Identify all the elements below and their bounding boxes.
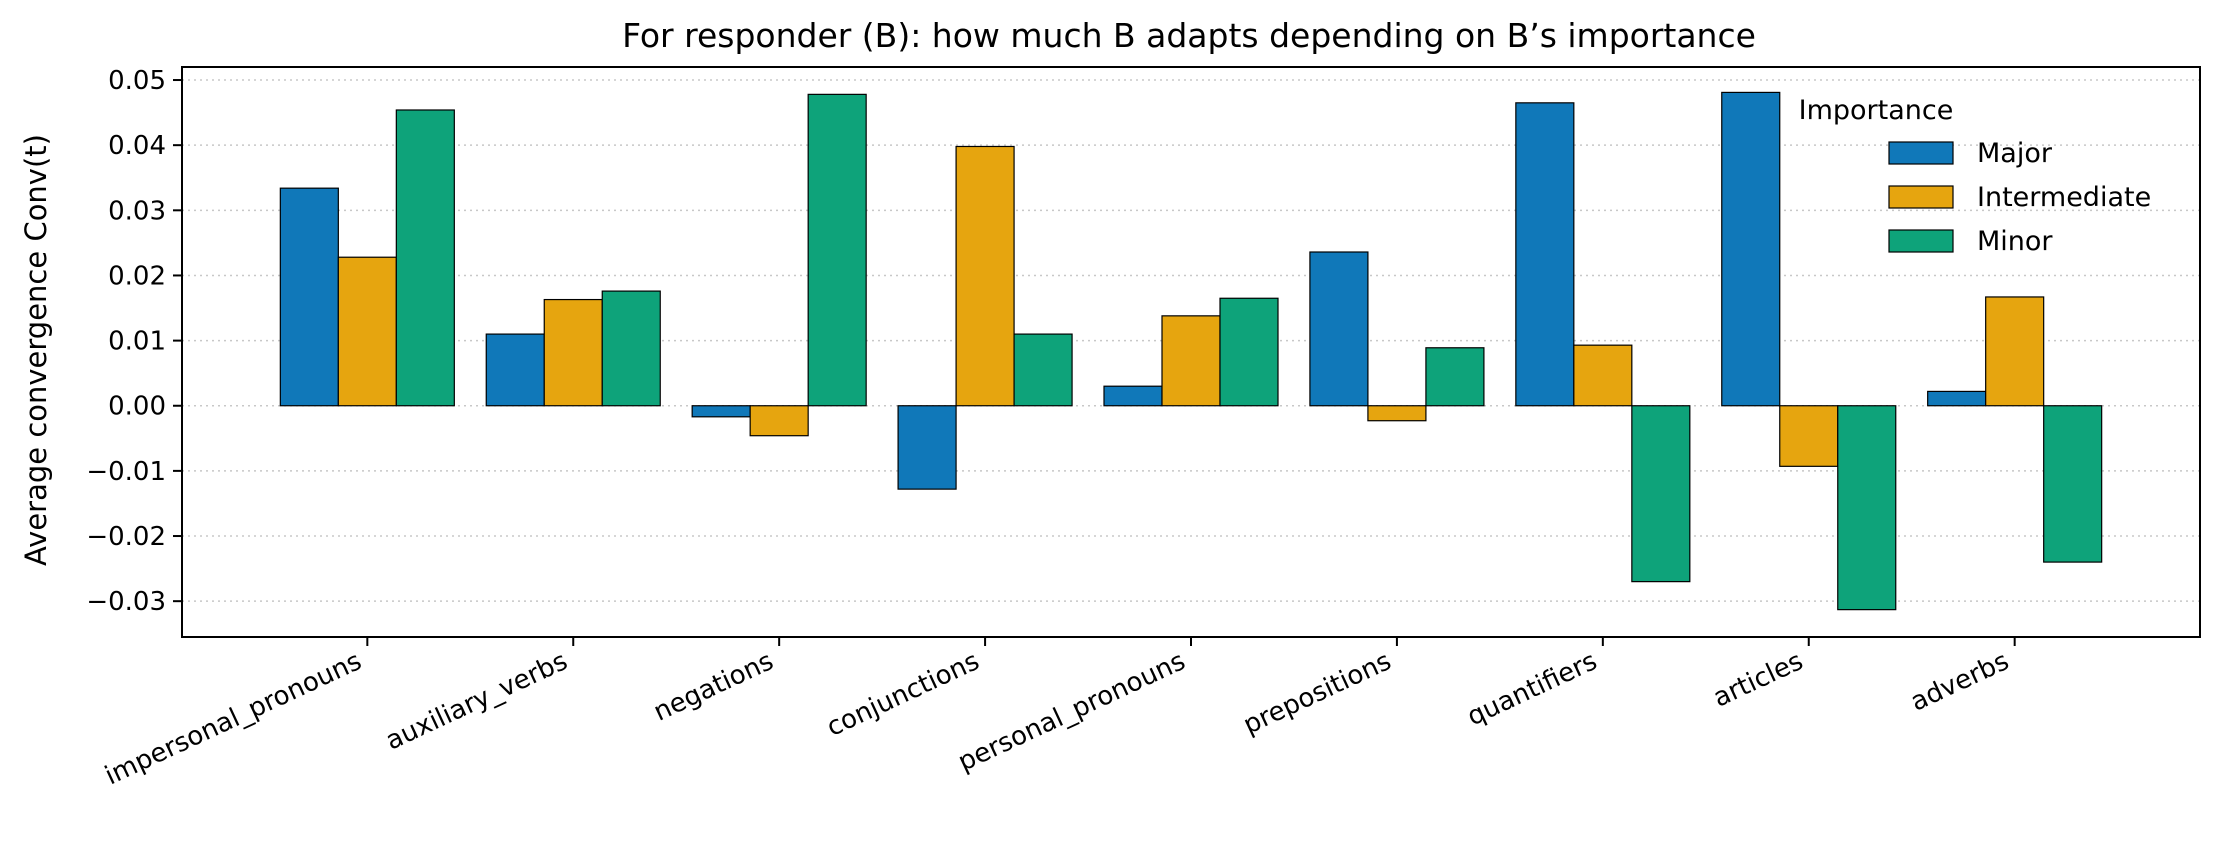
bar-minor (2043, 405, 2103, 563)
bar-minor (1631, 405, 1691, 583)
x-axis: impersonal_pronouns auxiliary_verbs negati… (101, 637, 2016, 791)
bar-intermediate (1161, 315, 1221, 407)
legend-swatch (1888, 185, 1954, 209)
bar-major (485, 333, 545, 407)
bar-major (279, 187, 339, 407)
bar-intermediate (1985, 296, 2045, 407)
bar-minor (395, 109, 455, 407)
bar-major (1309, 251, 1369, 407)
y-tick-label: −0.02 (86, 522, 166, 552)
legend-title: Importance (1799, 95, 1954, 126)
y-tick-label: 0.01 (108, 327, 166, 357)
bar-intermediate (337, 256, 397, 407)
legend: Importance Major Intermediate Minor (1799, 95, 2152, 257)
bar-minor (1837, 405, 1897, 611)
legend-label: Intermediate (1977, 182, 2151, 213)
y-tick-label: 0.05 (108, 66, 166, 96)
y-tick-label: −0.01 (86, 457, 166, 487)
y-tick-label: 0.02 (108, 261, 166, 291)
bar-intermediate (543, 298, 603, 407)
x-tick-label: quantifiers (1463, 646, 1602, 732)
legend-swatch (1888, 141, 1954, 165)
bar-minor (1425, 347, 1485, 407)
bar-major (1515, 102, 1575, 407)
bar-minor (807, 93, 867, 407)
bar-major (1103, 385, 1163, 407)
x-tick-label: personal_pronouns (954, 646, 1190, 777)
x-tick-label: adverbs (1906, 646, 2013, 717)
bar-major (1721, 91, 1781, 407)
bar-minor (601, 290, 661, 407)
legend-swatch (1888, 229, 1954, 253)
y-axis-label: Average convergence Conv(t) (19, 134, 53, 566)
bar-intermediate (1573, 344, 1633, 407)
bar-minor (1219, 297, 1279, 407)
bar-major (691, 405, 751, 418)
bar-minor (1013, 333, 1073, 407)
bar-intermediate (1779, 405, 1839, 467)
legend-label: Major (1977, 138, 2053, 169)
y-tick-label: 0.03 (108, 196, 166, 226)
legend-label: Minor (1977, 226, 2053, 257)
bar-major (897, 405, 957, 490)
x-tick-label: prepositions (1239, 646, 1396, 740)
chart-title: For responder (B): how much B adapts dep… (622, 16, 1756, 55)
x-tick-label: negations (649, 646, 778, 727)
plot-frame (181, 66, 2201, 638)
y-axis: −0.03 −0.02 −0.01 0.00 0.01 0.02 0.03 0.04 0.05 (86, 66, 182, 617)
y-tick-label: 0.04 (108, 131, 166, 161)
bar-intermediate (955, 145, 1015, 407)
x-tick-label: auxiliary_verbs (381, 646, 572, 756)
bar-major (1927, 390, 1987, 407)
y-tick-label: 0.00 (108, 392, 166, 422)
bars (279, 91, 2103, 611)
bar-intermediate (749, 405, 809, 437)
y-tick-label: −0.03 (86, 587, 166, 617)
x-tick-label: conjunctions (822, 646, 984, 743)
bar-intermediate (1367, 405, 1427, 422)
x-tick-label: articles (1709, 646, 1808, 713)
x-tick-label: impersonal_pronouns (101, 646, 367, 791)
